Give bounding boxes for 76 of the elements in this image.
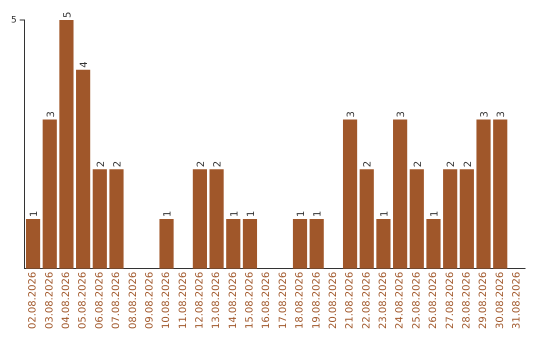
bar xyxy=(342,120,358,269)
bar xyxy=(410,169,424,269)
data-label: 2 xyxy=(96,160,107,168)
x-tick-label: 27.08.2026 xyxy=(444,272,456,330)
x-tick-label: 14.08.2026 xyxy=(228,272,239,330)
x-tick-label: 07.08.2026 xyxy=(111,272,122,330)
bar xyxy=(159,218,174,269)
data-label: 3 xyxy=(396,111,408,118)
x-tick-label: 31.08.2026 xyxy=(511,272,522,330)
bar xyxy=(92,169,107,269)
data-label: 2 xyxy=(196,160,207,168)
x-tick-label: 03.08.2026 xyxy=(44,272,56,330)
x-tick-label: 17.08.2026 xyxy=(278,272,289,330)
data-label: 5 xyxy=(62,12,74,18)
bar xyxy=(460,169,474,269)
x-tick-label: 20.08.2026 xyxy=(328,272,339,330)
bar xyxy=(26,218,40,269)
x-tick-label: 02.08.2026 xyxy=(28,272,39,330)
x-tick-label: 22.08.2026 xyxy=(361,272,372,330)
bar xyxy=(476,120,491,269)
data-label: 2 xyxy=(446,160,458,168)
x-tick-label: 23.08.2026 xyxy=(378,272,390,330)
bar xyxy=(210,169,224,269)
bar xyxy=(376,218,391,269)
bar xyxy=(109,169,124,269)
bar xyxy=(76,70,90,269)
x-tick-label: 08.08.2026 xyxy=(128,272,139,330)
bar xyxy=(192,169,207,269)
x-tick-label: 04.08.2026 xyxy=(61,272,72,330)
data-label: 1 xyxy=(246,210,257,217)
bar xyxy=(443,169,458,269)
x-tick-label: 11.08.2026 xyxy=(178,272,189,330)
x-tick-label: 12.08.2026 xyxy=(194,272,206,330)
bar xyxy=(493,120,508,269)
data-label: 2 xyxy=(412,160,424,168)
x-tick-label: 10.08.2026 xyxy=(161,272,172,330)
data-label: 1 xyxy=(296,210,308,217)
bar xyxy=(360,169,374,269)
x-tick-label: 18.08.2026 xyxy=(294,272,306,330)
x-tick-label: 29.08.2026 xyxy=(478,272,490,330)
data-label: 1 xyxy=(29,210,40,217)
x-tick-label: 26.08.2026 xyxy=(428,272,440,330)
x-tick-label: 19.08.2026 xyxy=(311,272,322,330)
data-label: 2 xyxy=(212,160,224,168)
data-label: 4 xyxy=(79,61,90,68)
x-tick-label: 28.08.2026 xyxy=(461,272,472,330)
bar xyxy=(242,218,258,269)
bar xyxy=(292,218,308,269)
data-label: 3 xyxy=(480,111,491,118)
data-label: 1 xyxy=(162,210,174,217)
data-label: 2 xyxy=(362,160,374,168)
x-tick-label: 13.08.2026 xyxy=(211,272,222,330)
bar xyxy=(226,218,240,269)
x-tick-label: 09.08.2026 xyxy=(144,272,156,330)
data-label: 1 xyxy=(379,210,390,217)
x-tick-label: 15.08.2026 xyxy=(244,272,256,330)
data-label: 2 xyxy=(462,160,474,168)
bar xyxy=(310,218,324,269)
data-label: 3 xyxy=(346,111,358,118)
data-label: 3 xyxy=(46,111,57,118)
bar xyxy=(393,120,408,269)
x-tick-label: 06.08.2026 xyxy=(94,272,106,330)
bar xyxy=(426,218,441,269)
x-tick-label: 16.08.2026 xyxy=(261,272,272,330)
x-tick-label: 24.08.2026 xyxy=(394,272,406,330)
data-label: 1 xyxy=(429,210,440,217)
bar xyxy=(42,120,57,269)
bar xyxy=(59,20,74,269)
x-tick-label: 30.08.2026 xyxy=(494,272,506,330)
x-tick-label: 05.08.2026 xyxy=(78,272,89,330)
x-tick-label: 21.08.2026 xyxy=(344,272,356,330)
x-tick-label: 25.08.2026 xyxy=(411,272,422,330)
data-label: 1 xyxy=(229,210,240,217)
data-label: 1 xyxy=(312,210,324,217)
data-label: 2 xyxy=(112,160,124,168)
data-label: 3 xyxy=(496,111,508,118)
